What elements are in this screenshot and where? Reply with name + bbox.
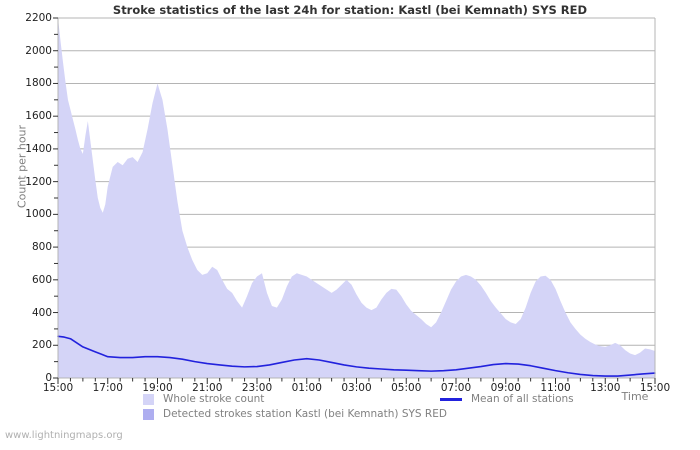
y-axis-tick-label: 0	[45, 372, 52, 384]
y-axis-tick-label: 1000	[25, 208, 52, 221]
y-axis-tick-label: 400	[31, 306, 52, 319]
x-axis-label: Time	[621, 390, 649, 403]
y-axis-tick-label: 1200	[25, 175, 52, 188]
line-series	[57, 335, 656, 377]
x-axis-tick-label: 03:00	[341, 382, 372, 394]
x-axis-tick-label: 19:00	[142, 382, 173, 394]
chart-title: Stroke statistics of the last 24h for st…	[112, 3, 588, 17]
y-axis-tick-labels: 0 200 400 600 800 1000 1200 1400 1600 1800 2000 220…	[8, 0, 52, 384]
watermark-text: www.lightningmaps.org	[5, 430, 123, 441]
x-axis-tick-label: 01:00	[291, 382, 322, 394]
chart-legend: Whole stroke count Detected strokes stati…	[0, 392, 700, 424]
legend-label: Whole stroke count	[163, 393, 265, 405]
x-axis-tick-label: 09:00	[490, 382, 521, 394]
x-axis-tick-label: 21:00	[192, 382, 223, 394]
area-series	[58, 18, 655, 378]
x-axis-tick-label: 11:00	[540, 382, 571, 394]
legend-item[interactable]: Detected strokes station Kastl (bei Kemn…	[143, 407, 447, 421]
x-axis-tick-label: 05:00	[391, 382, 422, 394]
x-axis-tick-label: 23:00	[241, 382, 273, 394]
y-axis-tick-label: 1400	[25, 142, 52, 155]
legend-item[interactable]: Whole stroke count	[143, 392, 264, 406]
x-axis-tick-label: 15:00	[639, 382, 671, 394]
legend-label: Mean of all stations	[471, 393, 574, 405]
y-axis-tick-label: 800	[31, 241, 52, 254]
legend-line-marker	[440, 397, 462, 401]
legend-item[interactable]: Mean of all stations	[440, 392, 574, 406]
y-axis-tick-label: 2000	[25, 44, 52, 57]
legend-swatch-marker	[143, 393, 154, 405]
x-axis-tick-label: 07:00	[440, 382, 472, 394]
y-axis-tick-label: 200	[31, 339, 52, 352]
legend-label: Detected strokes station Kastl (bei Kemn…	[163, 408, 447, 420]
y-axis-tick-label: 1800	[25, 77, 52, 90]
y-axis-tick-label: 600	[31, 273, 52, 286]
x-axis-tick-label: 17:00	[92, 382, 123, 394]
y-axis-tick-label: 2200	[25, 12, 52, 24]
x-axis-tick-label: 13:00	[590, 382, 621, 394]
x-axis-tick-label: 15:00	[42, 382, 74, 394]
legend-swatch-marker	[143, 408, 154, 420]
y-axis-tick-label: 1600	[25, 110, 52, 123]
